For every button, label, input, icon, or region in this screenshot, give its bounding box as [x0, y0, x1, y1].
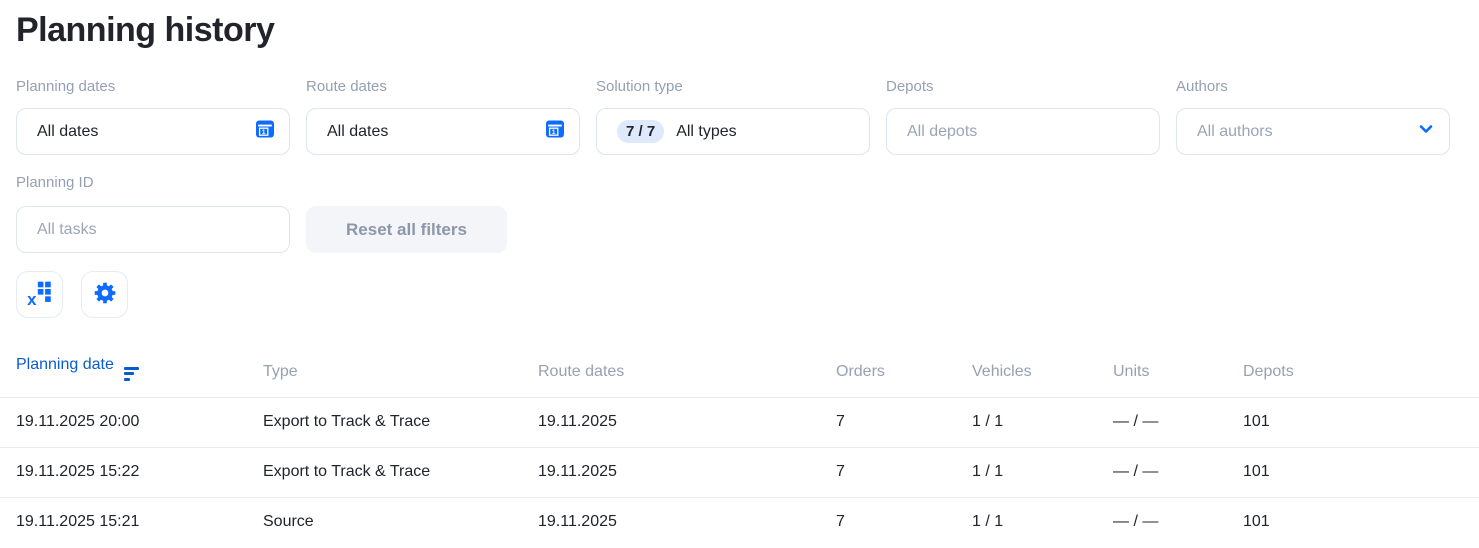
planning-dates-select[interactable]: All dates 1 [16, 108, 290, 155]
cell-units: — / — [1097, 447, 1227, 498]
gear-icon [92, 280, 118, 309]
filter-depots: Depots [886, 78, 1160, 155]
cell-units: — / — [1097, 397, 1227, 448]
solution-type-count-badge: 7 / 7 [617, 120, 665, 143]
cell-planning-date: 19.11.2025 15:22 [0, 447, 247, 498]
filter-label-planning-id: Planning ID [16, 174, 94, 191]
filter-solution-type: Solution type 7 / 7 All types [596, 78, 870, 155]
authors-select[interactable]: All authors [1176, 108, 1450, 155]
column-header-orders: Orders [820, 338, 956, 398]
cell-planning-date: 19.11.2025 15:21 [16, 513, 140, 531]
filter-label: Depots [886, 78, 934, 95]
column-header-depots: Depots [1227, 338, 1479, 398]
calendar-icon[interactable]: 1 [255, 119, 275, 144]
column-header-planning-date[interactable]: Planning date [0, 338, 247, 398]
route-dates-value: All dates [327, 122, 389, 140]
depots-input[interactable] [886, 108, 1160, 155]
svg-text:1: 1 [552, 129, 556, 136]
page-title: Planning history [16, 11, 275, 49]
cell-depots: 101 [1227, 397, 1479, 448]
column-header-units: Units [1097, 338, 1227, 398]
column-header-vehicles: Vehicles [956, 338, 1097, 398]
sort-desc-icon [123, 366, 139, 381]
route-dates-select[interactable]: All dates 1 [306, 108, 580, 155]
settings-button[interactable] [81, 271, 128, 318]
cell-units: — / — [1113, 513, 1159, 531]
solution-type-select[interactable]: 7 / 7 All types [596, 108, 870, 155]
cell-depots: 101 [1227, 447, 1479, 498]
filter-label: Authors [1176, 78, 1228, 95]
calendar-icon[interactable]: 1 [545, 119, 565, 144]
authors-value: All authors [1197, 122, 1273, 140]
chevron-down-icon [1417, 120, 1435, 143]
cell-depots: 101 [1243, 513, 1270, 531]
filter-route-dates: Route dates All dates 1 [306, 78, 580, 155]
cell-route-dates: 19.11.2025 [522, 397, 820, 448]
excel-export-icon: x [26, 280, 53, 310]
cell-orders: 7 [836, 513, 845, 531]
cell-vehicles: 1 / 1 [956, 397, 1097, 448]
cell-planning-date: 19.11.2025 20:00 [0, 397, 247, 448]
planning-dates-value: All dates [37, 122, 99, 140]
filter-label: Planning dates [16, 78, 116, 95]
filters-row: Planning dates All dates 1 Route dates A… [0, 78, 1479, 155]
cell-vehicles: 1 / 1 [972, 513, 1004, 531]
filter-planning-dates: Planning dates All dates 1 [16, 78, 290, 155]
column-header-label: Planning date [16, 355, 114, 373]
table-row[interactable]: 19.11.2025 20:00 Export to Track & Trace… [0, 397, 1479, 448]
cell-route-dates: 19.11.2025 [538, 513, 617, 531]
filters-row-2: Reset all filters [0, 206, 1479, 253]
cell-type: Source [263, 513, 314, 531]
solution-type-value: All types [676, 122, 737, 140]
toolbar: x [0, 271, 1479, 318]
cell-route-dates: 19.11.2025 [522, 447, 820, 498]
planning-history-table: Planning date Type Route dates Orders Ve… [0, 338, 1479, 547]
table-body: 19.11.2025 20:00 Export to Track & Trace… [0, 397, 1479, 547]
reset-all-filters-button[interactable]: Reset all filters [306, 206, 507, 253]
svg-text:x: x [27, 289, 37, 306]
filter-label: Route dates [306, 78, 387, 95]
filter-label: Solution type [596, 78, 683, 95]
table-row[interactable]: 19.11.2025 15:22 Export to Track & Trace… [0, 447, 1479, 498]
cell-type: Export to Track & Trace [247, 397, 522, 448]
cell-vehicles: 1 / 1 [956, 447, 1097, 498]
cell-type: Export to Track & Trace [247, 447, 522, 498]
column-header-route-dates: Route dates [522, 338, 820, 398]
cell-orders: 7 [820, 447, 956, 498]
export-excel-button[interactable]: x [16, 271, 63, 318]
svg-text:1: 1 [262, 129, 266, 136]
column-header-type: Type [247, 338, 522, 398]
table-header-row: Planning date Type Route dates Orders Ve… [0, 338, 1479, 398]
filter-authors: Authors All authors [1176, 78, 1450, 155]
table-row[interactable]: 19.11.2025 15:21 Source 19.11.2025 7 1 /… [0, 497, 1479, 547]
cell-orders: 7 [820, 397, 956, 448]
planning-id-input[interactable] [16, 206, 290, 253]
